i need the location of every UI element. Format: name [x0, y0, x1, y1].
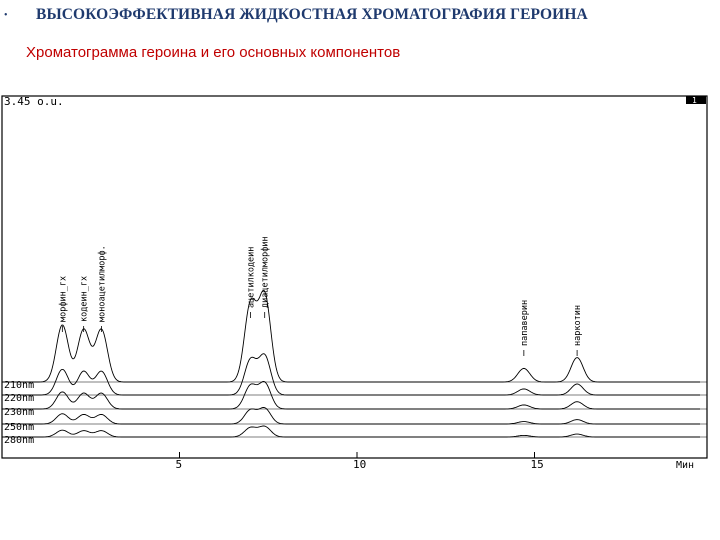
x-tick-label: 10 — [353, 458, 366, 471]
chart-frame: 3.45 o.u. 15 10 15 Мин — [1, 95, 708, 471]
peak-label: папаверин — [520, 300, 530, 346]
x-tick-label: 15 — [531, 458, 544, 471]
series-label: 230nm — [4, 407, 34, 418]
x-tick-label: 5 — [176, 458, 183, 471]
page-title: ВЫСОКОЭФФЕКТИВНАЯ ЖИДКОСТНАЯ ХРОМАТОГРАФ… — [36, 6, 588, 23]
y-axis-label: 3.45 o.u. — [4, 95, 64, 108]
trace-280nm — [2, 425, 700, 438]
corner-marker-box — [686, 96, 706, 104]
peak-label: морфин_гх — [58, 276, 68, 322]
series-label: 220nm — [4, 393, 34, 404]
series-label: 210nm — [4, 380, 34, 391]
page-subtitle: Хроматограмма героина и его основных ком… — [26, 44, 401, 61]
peak-label: ацетилкодеин — [247, 247, 257, 308]
peak-label: моноацетилморф. — [97, 245, 107, 322]
series-label: 250nm — [4, 422, 34, 433]
peak-label: наркотин — [573, 305, 583, 346]
peak-label: диацетилморфин — [261, 236, 271, 308]
series-label: 280nm — [4, 435, 34, 446]
peak-label: кодеин_гх — [80, 276, 90, 322]
chart-labels: 210nm 220nm 230nm 250nm 280nm морфин_гх кодеин… — [4, 236, 583, 446]
plot-border — [1, 95, 708, 459]
trace-250nm — [2, 407, 700, 425]
x-axis-label: Мин — [676, 460, 694, 471]
corner-marker: 1 — [692, 96, 697, 105]
trace-220nm — [2, 353, 700, 396]
title-bullet: • — [4, 10, 8, 21]
chart-traces — [2, 289, 707, 438]
